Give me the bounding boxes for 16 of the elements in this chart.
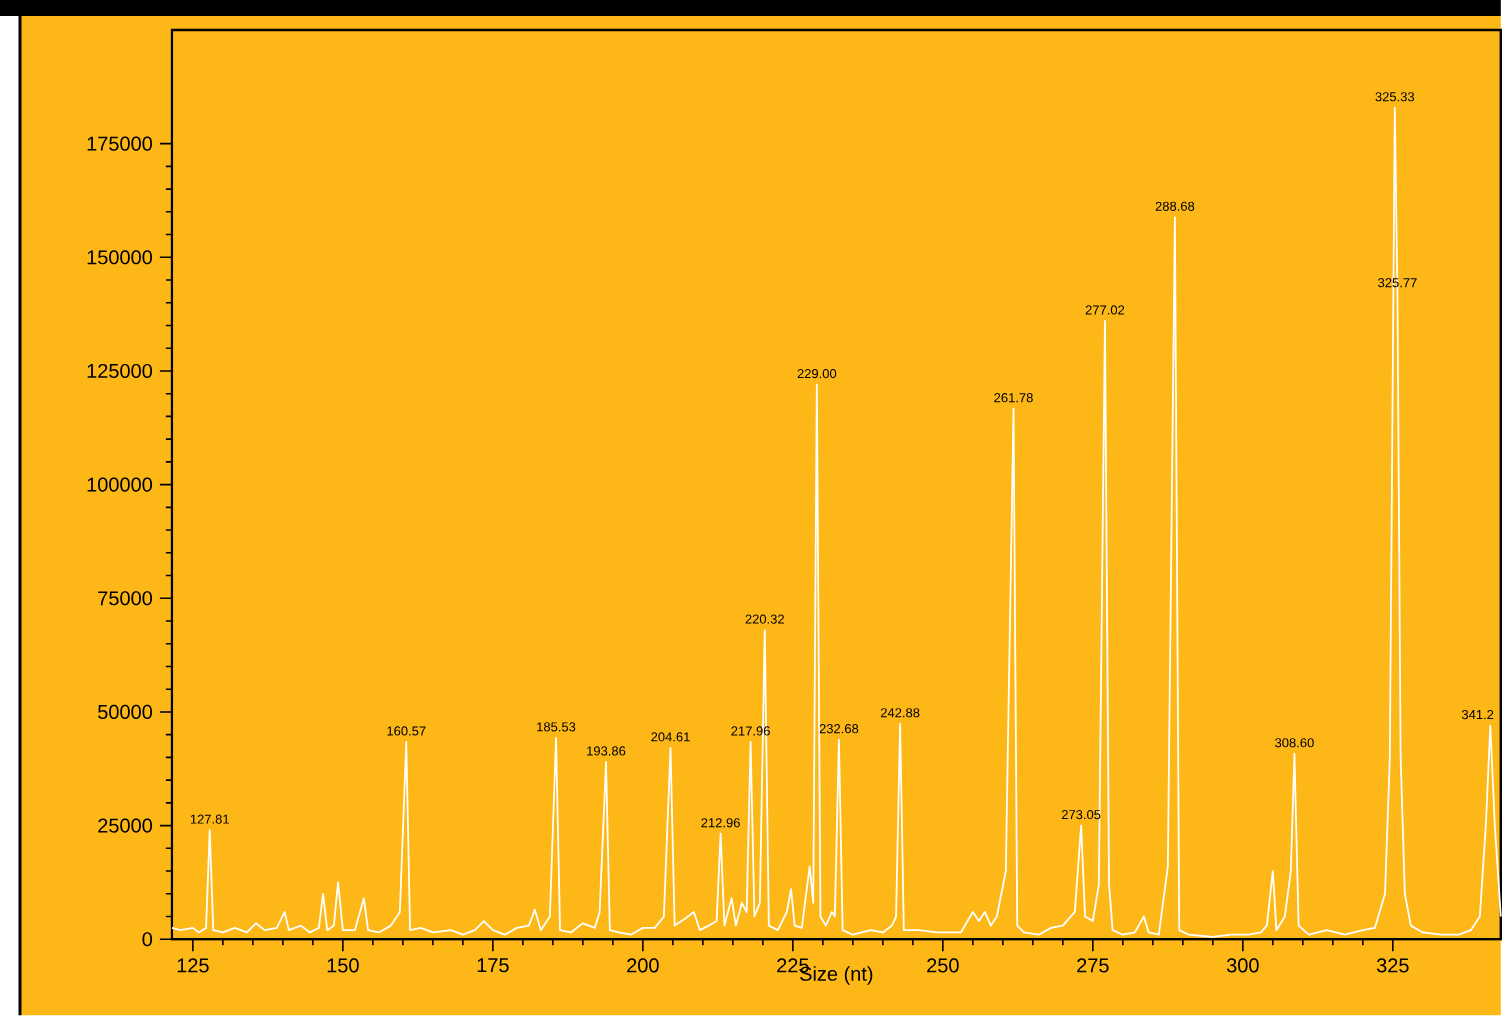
y-tick-label: 0 xyxy=(142,931,153,946)
y-tick-label: 125000 xyxy=(87,363,153,378)
x-tick-label: 250 xyxy=(927,957,959,973)
y-tick-label: 75000 xyxy=(98,590,153,605)
x-tick-label: 300 xyxy=(1226,957,1259,973)
x-tick-label: 150 xyxy=(327,957,359,973)
x-tick-label: 200 xyxy=(627,957,659,973)
x-tick-label: 125 xyxy=(177,957,209,973)
y-tick-label: 150000 xyxy=(87,249,153,265)
x-tick-label: 275 xyxy=(1077,957,1109,973)
y-tick-label: 50000 xyxy=(98,704,153,719)
y-tick-label: 175000 xyxy=(87,136,153,151)
x-tick-label: 175 xyxy=(477,957,509,972)
y-tick-label: 100000 xyxy=(87,477,153,492)
x-tick-label: 325 xyxy=(1376,957,1409,973)
y-tick-label: 25000 xyxy=(98,818,153,833)
